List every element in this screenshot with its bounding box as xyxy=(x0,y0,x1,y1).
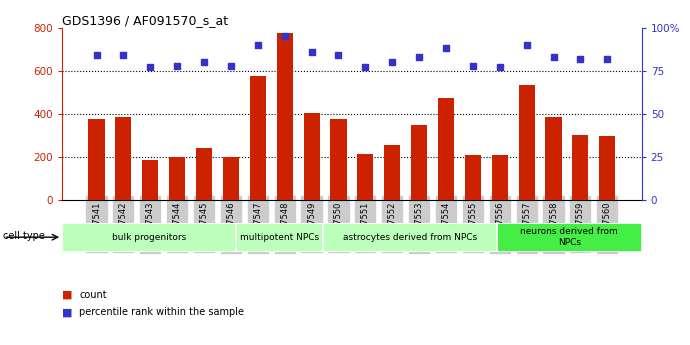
Text: ■: ■ xyxy=(62,290,72,300)
Bar xyxy=(115,117,132,200)
Text: astrocytes derived from NPCs: astrocytes derived from NPCs xyxy=(343,233,477,242)
Text: bulk progenitors: bulk progenitors xyxy=(112,233,186,242)
Text: cell type: cell type xyxy=(3,231,46,241)
Bar xyxy=(223,157,239,200)
Bar xyxy=(357,154,373,200)
Bar xyxy=(88,119,105,200)
Bar xyxy=(599,137,615,200)
Bar xyxy=(277,33,293,200)
Point xyxy=(521,42,532,48)
Bar xyxy=(519,85,535,200)
Bar xyxy=(438,98,454,200)
Point xyxy=(91,52,102,58)
Text: percentile rank within the sample: percentile rank within the sample xyxy=(79,307,244,317)
Point xyxy=(359,65,371,70)
Bar xyxy=(236,223,323,252)
Bar xyxy=(492,155,508,200)
Text: GDS1396 / AF091570_s_at: GDS1396 / AF091570_s_at xyxy=(62,14,228,27)
Text: multipotent NPCs: multipotent NPCs xyxy=(240,233,319,242)
Point xyxy=(575,56,586,61)
Point xyxy=(306,49,317,55)
Bar xyxy=(304,113,319,200)
Bar xyxy=(62,223,236,252)
Point xyxy=(118,52,129,58)
Point xyxy=(413,54,424,60)
Bar xyxy=(323,223,497,252)
Point xyxy=(253,42,264,48)
Point xyxy=(333,52,344,58)
Point xyxy=(226,63,237,68)
Bar xyxy=(465,155,481,200)
Text: ■: ■ xyxy=(62,307,72,317)
Point xyxy=(494,65,505,70)
Bar xyxy=(546,117,562,200)
Bar xyxy=(411,125,427,200)
Point xyxy=(548,54,559,60)
Point xyxy=(199,59,210,65)
Point xyxy=(440,46,451,51)
Point xyxy=(279,33,290,39)
Text: neurons derived from
NPCs: neurons derived from NPCs xyxy=(520,227,618,247)
Point xyxy=(172,63,183,68)
Bar xyxy=(142,160,158,200)
Bar xyxy=(250,76,266,200)
Text: count: count xyxy=(79,290,107,300)
Point xyxy=(386,59,397,65)
Point xyxy=(602,56,613,61)
Bar xyxy=(169,157,185,200)
Bar xyxy=(196,148,212,200)
Bar xyxy=(572,136,589,200)
Point xyxy=(145,65,156,70)
Bar xyxy=(331,119,346,200)
Bar xyxy=(384,145,400,200)
Bar xyxy=(497,223,642,252)
Point xyxy=(467,63,478,68)
